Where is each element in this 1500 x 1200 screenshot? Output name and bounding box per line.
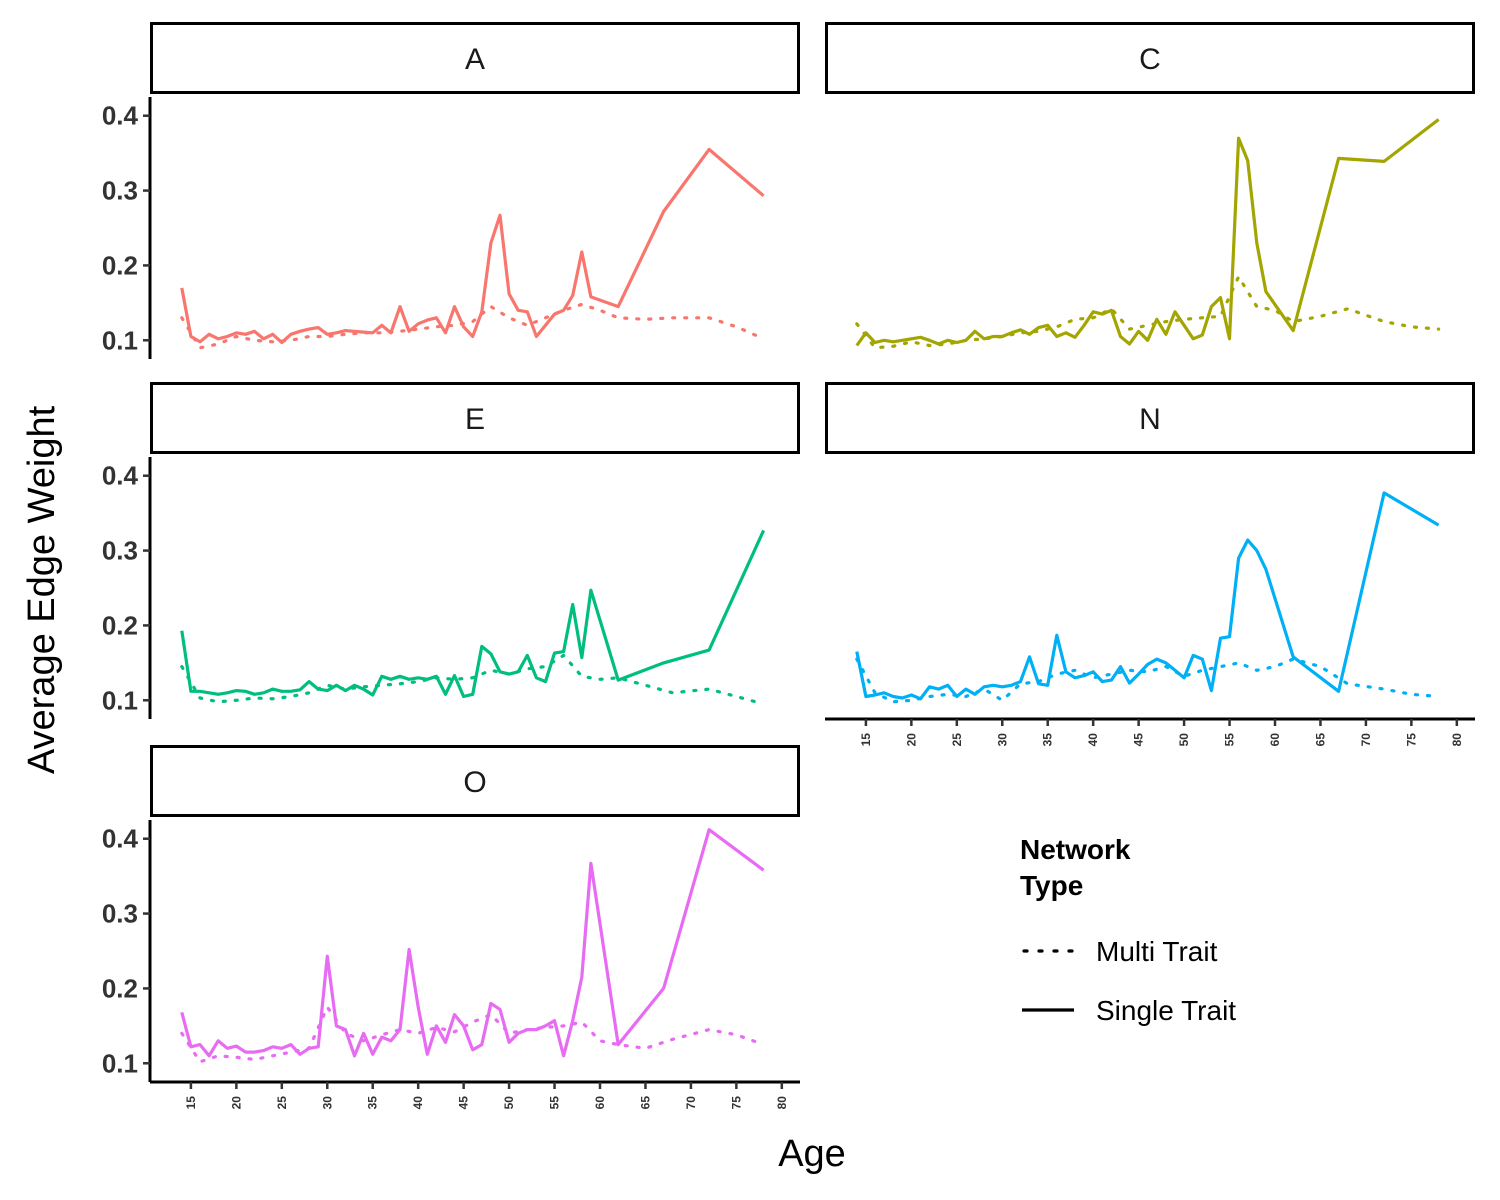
y-tick-label: 0.3 <box>102 899 138 929</box>
strip-box-c <box>825 22 1475 94</box>
y-tick-label: 0.1 <box>102 685 138 715</box>
y-tick-label: 0.1 <box>102 1048 138 1078</box>
strip-label-a: A <box>465 43 485 76</box>
series-line-o-multi-trait <box>180 1005 766 1064</box>
series-line-e-single-trait <box>180 529 766 699</box>
x-axis-title: Age <box>778 1133 846 1175</box>
strip-box-a <box>150 22 800 94</box>
legend-title-line-2: Type <box>1020 870 1083 901</box>
legend-label-single-trait: Single Trait <box>1096 995 1236 1026</box>
strip-label-n: N <box>1139 403 1161 436</box>
y-tick-label: 0.3 <box>102 536 138 566</box>
x-tick-label: 50 <box>502 1096 516 1110</box>
panel-a: A 0.1 0.2 0.3 0.4 <box>102 22 800 359</box>
series-line-o-single-trait <box>180 828 765 1058</box>
y-tick-label: 0.2 <box>102 973 138 1003</box>
x-tick-label: 75 <box>729 1096 743 1110</box>
x-tick-label: 45 <box>457 1096 471 1110</box>
y-tick-label: 0.4 <box>102 461 139 491</box>
y-tick-label: 0.4 <box>102 824 139 854</box>
y-axis-title: Average Edge Weight <box>21 405 63 774</box>
x-tick-label: 50 <box>1177 733 1191 747</box>
panel-o: O 0.1 0.2 0.3 0.4 15 20 25 30 35 40 45 50 55 60 65 70 75 8… <box>102 745 800 1110</box>
panel-e: E 0.1 0.2 0.3 0.4 <box>102 382 800 719</box>
strip-label-o: O <box>463 766 486 799</box>
x-tick-label: 60 <box>593 1096 607 1110</box>
y-tick-label: 0.2 <box>102 610 138 640</box>
legend-title-line-1: Network <box>1020 834 1131 865</box>
x-tick-label: 70 <box>684 1096 698 1110</box>
x-tick-label: 45 <box>1132 733 1146 747</box>
x-tick-label: 30 <box>320 1096 334 1110</box>
x-tick-label: 35 <box>366 1096 380 1110</box>
series-line-a-multi-trait <box>180 302 766 350</box>
strip-box-n <box>825 382 1475 454</box>
x-tick-label: 40 <box>1086 733 1100 747</box>
x-tick-label: 15 <box>184 1096 198 1110</box>
y-tick-label: 0.2 <box>102 250 138 280</box>
x-tick-label: 25 <box>950 733 964 747</box>
panel-c: C <box>825 22 1475 350</box>
x-tick-label: 20 <box>904 733 918 747</box>
x-tick-label: 80 <box>775 1096 789 1110</box>
x-tick-label: 25 <box>275 1096 289 1110</box>
x-tick-label: 65 <box>1313 733 1327 747</box>
x-tick-label: 30 <box>995 733 1009 747</box>
series-line-e-multi-trait <box>180 653 766 706</box>
series-line-n-single-trait <box>855 491 1440 701</box>
panels-layer: A 0.1 0.2 0.3 0.4 C E 0.1 0.2 0.3 0.4 N 15 20 25 30 35 40… <box>102 22 1475 1110</box>
x-tick-label: 70 <box>1359 733 1373 747</box>
x-tick-label: 55 <box>548 1096 562 1110</box>
y-tick-label: 0.1 <box>102 325 138 355</box>
strip-box-e <box>150 382 800 454</box>
x-tick-label: 65 <box>638 1096 652 1110</box>
x-tick-label: 35 <box>1041 733 1055 747</box>
panel-n: N 15 20 25 30 35 40 45 50 55 60 65 70 75 80 <box>825 382 1475 747</box>
strip-label-e: E <box>465 403 485 436</box>
x-tick-label: 40 <box>411 1096 425 1110</box>
y-tick-label: 0.3 <box>102 176 138 206</box>
x-tick-label: 75 <box>1404 733 1418 747</box>
strip-label-c: C <box>1139 43 1161 76</box>
x-tick-label: 15 <box>859 733 873 747</box>
series-line-c-multi-trait <box>855 275 1441 350</box>
series-line-n-multi-trait <box>855 657 1441 704</box>
strip-box-o <box>150 745 800 817</box>
series-line-c-single-trait <box>855 118 1440 347</box>
legend-label-multi-trait: Multi Trait <box>1096 936 1218 967</box>
legend: Network Type Multi Trait Single Trait <box>1020 834 1236 1026</box>
x-tick-label: 20 <box>229 1096 243 1110</box>
x-tick-label: 60 <box>1268 733 1282 747</box>
series-line-a-single-trait <box>180 147 765 345</box>
y-tick-label: 0.4 <box>102 101 139 131</box>
x-tick-label: 80 <box>1450 733 1464 747</box>
x-tick-label: 55 <box>1223 733 1237 747</box>
